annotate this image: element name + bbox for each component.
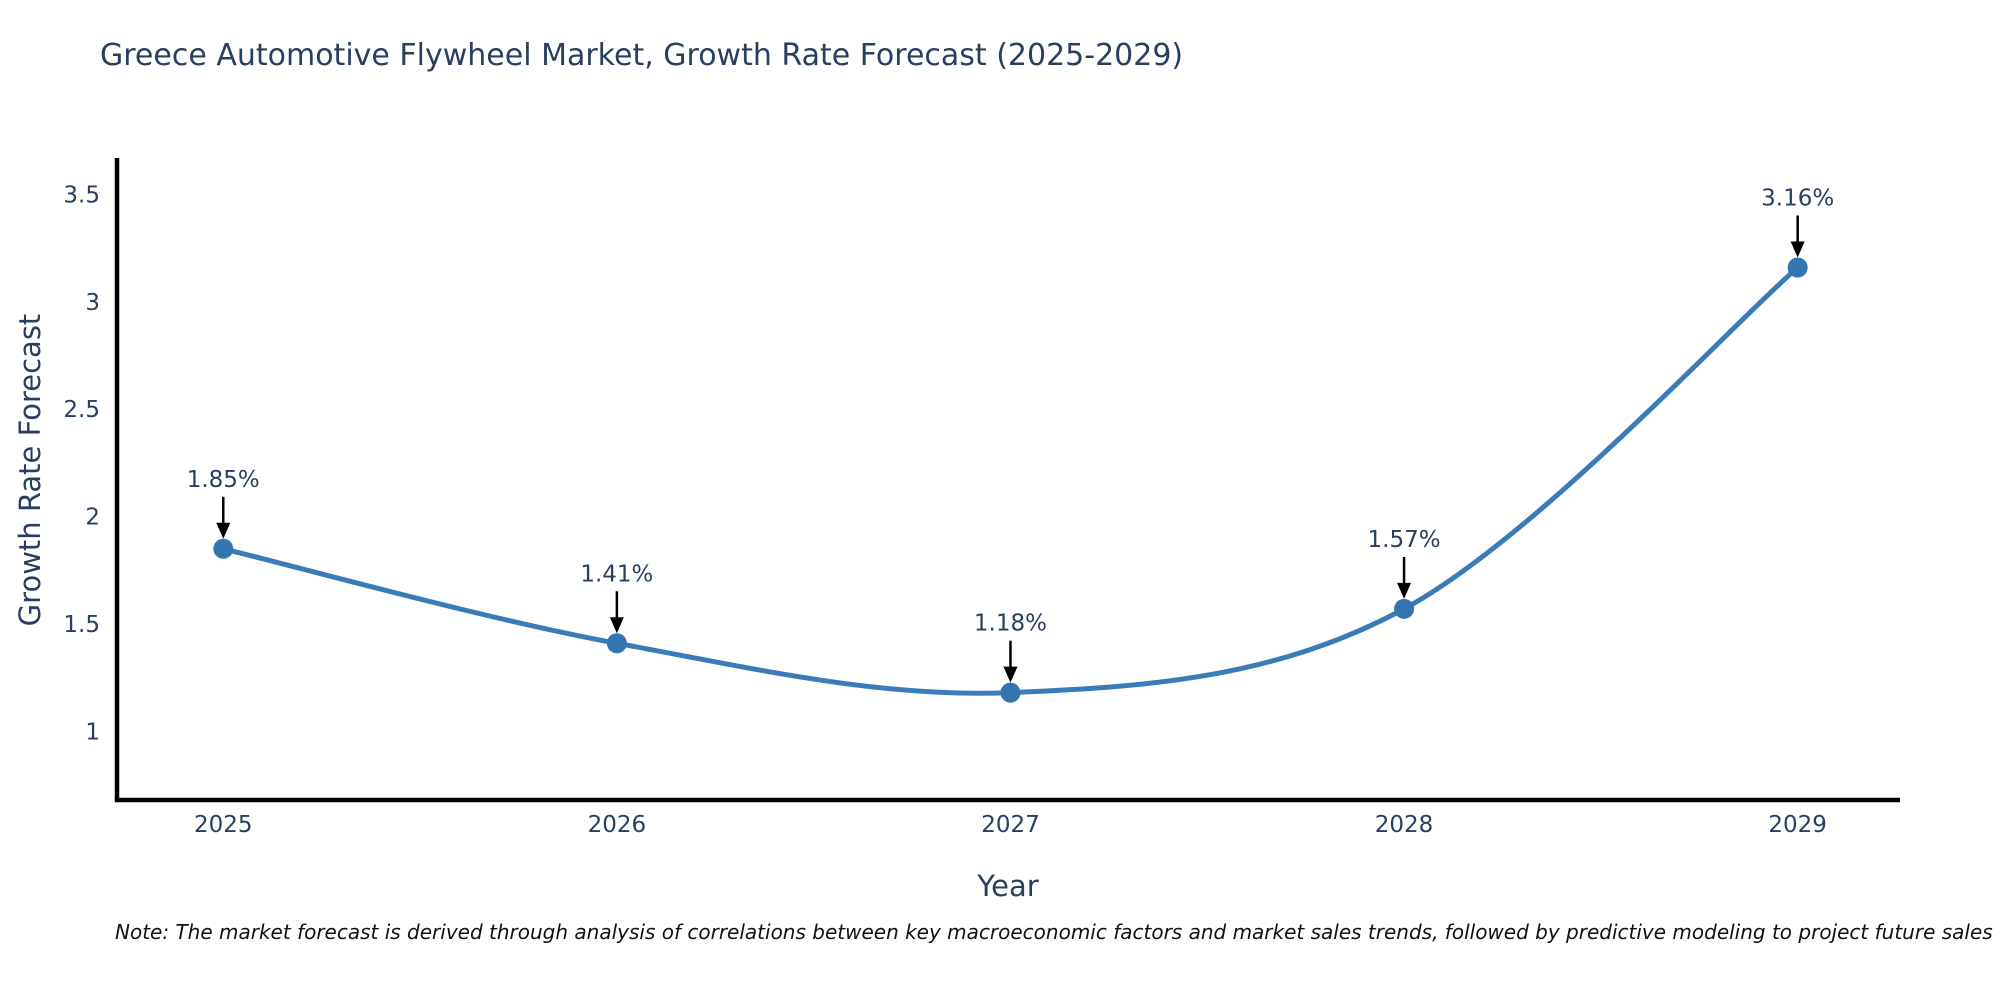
annotation-arrowhead bbox=[1397, 582, 1412, 599]
annotation-arrowhead bbox=[1003, 666, 1018, 683]
point-label: 1.18% bbox=[974, 611, 1047, 637]
data-point[interactable] bbox=[1000, 682, 1021, 703]
point-label: 1.57% bbox=[1368, 527, 1441, 553]
y-tick-label: 1 bbox=[85, 719, 100, 745]
x-tick-label: 2025 bbox=[194, 812, 253, 838]
annotation-arrowhead bbox=[1790, 241, 1805, 258]
point-label: 1.85% bbox=[187, 467, 260, 493]
footnote: Note: The market forecast is derived thr… bbox=[115, 920, 1993, 944]
x-tick-label: 2027 bbox=[981, 812, 1040, 838]
annotation-arrowhead bbox=[216, 522, 231, 539]
data-point[interactable] bbox=[606, 633, 627, 654]
annotation-arrowhead bbox=[609, 617, 624, 634]
data-point[interactable] bbox=[1787, 257, 1808, 278]
y-tick-label: 1.5 bbox=[63, 612, 100, 638]
x-tick-label: 2029 bbox=[1768, 812, 1827, 838]
x-tick-label: 2028 bbox=[1375, 812, 1434, 838]
y-tick-label: 2.5 bbox=[63, 397, 100, 423]
point-label: 3.16% bbox=[1761, 186, 1834, 212]
y-tick-label: 2 bbox=[85, 505, 100, 531]
chart-title: Greece Automotive Flywheel Market, Growt… bbox=[100, 38, 1184, 73]
y-tick-label: 3 bbox=[85, 290, 100, 316]
data-point[interactable] bbox=[213, 538, 234, 559]
y-axis-title: Growth Rate Forecast bbox=[13, 313, 47, 627]
x-tick-label: 2026 bbox=[588, 812, 647, 838]
point-label: 1.41% bbox=[580, 561, 653, 587]
data-point[interactable] bbox=[1394, 598, 1415, 619]
y-tick-label: 3.5 bbox=[63, 183, 100, 209]
x-axis-title: Year bbox=[977, 869, 1039, 903]
